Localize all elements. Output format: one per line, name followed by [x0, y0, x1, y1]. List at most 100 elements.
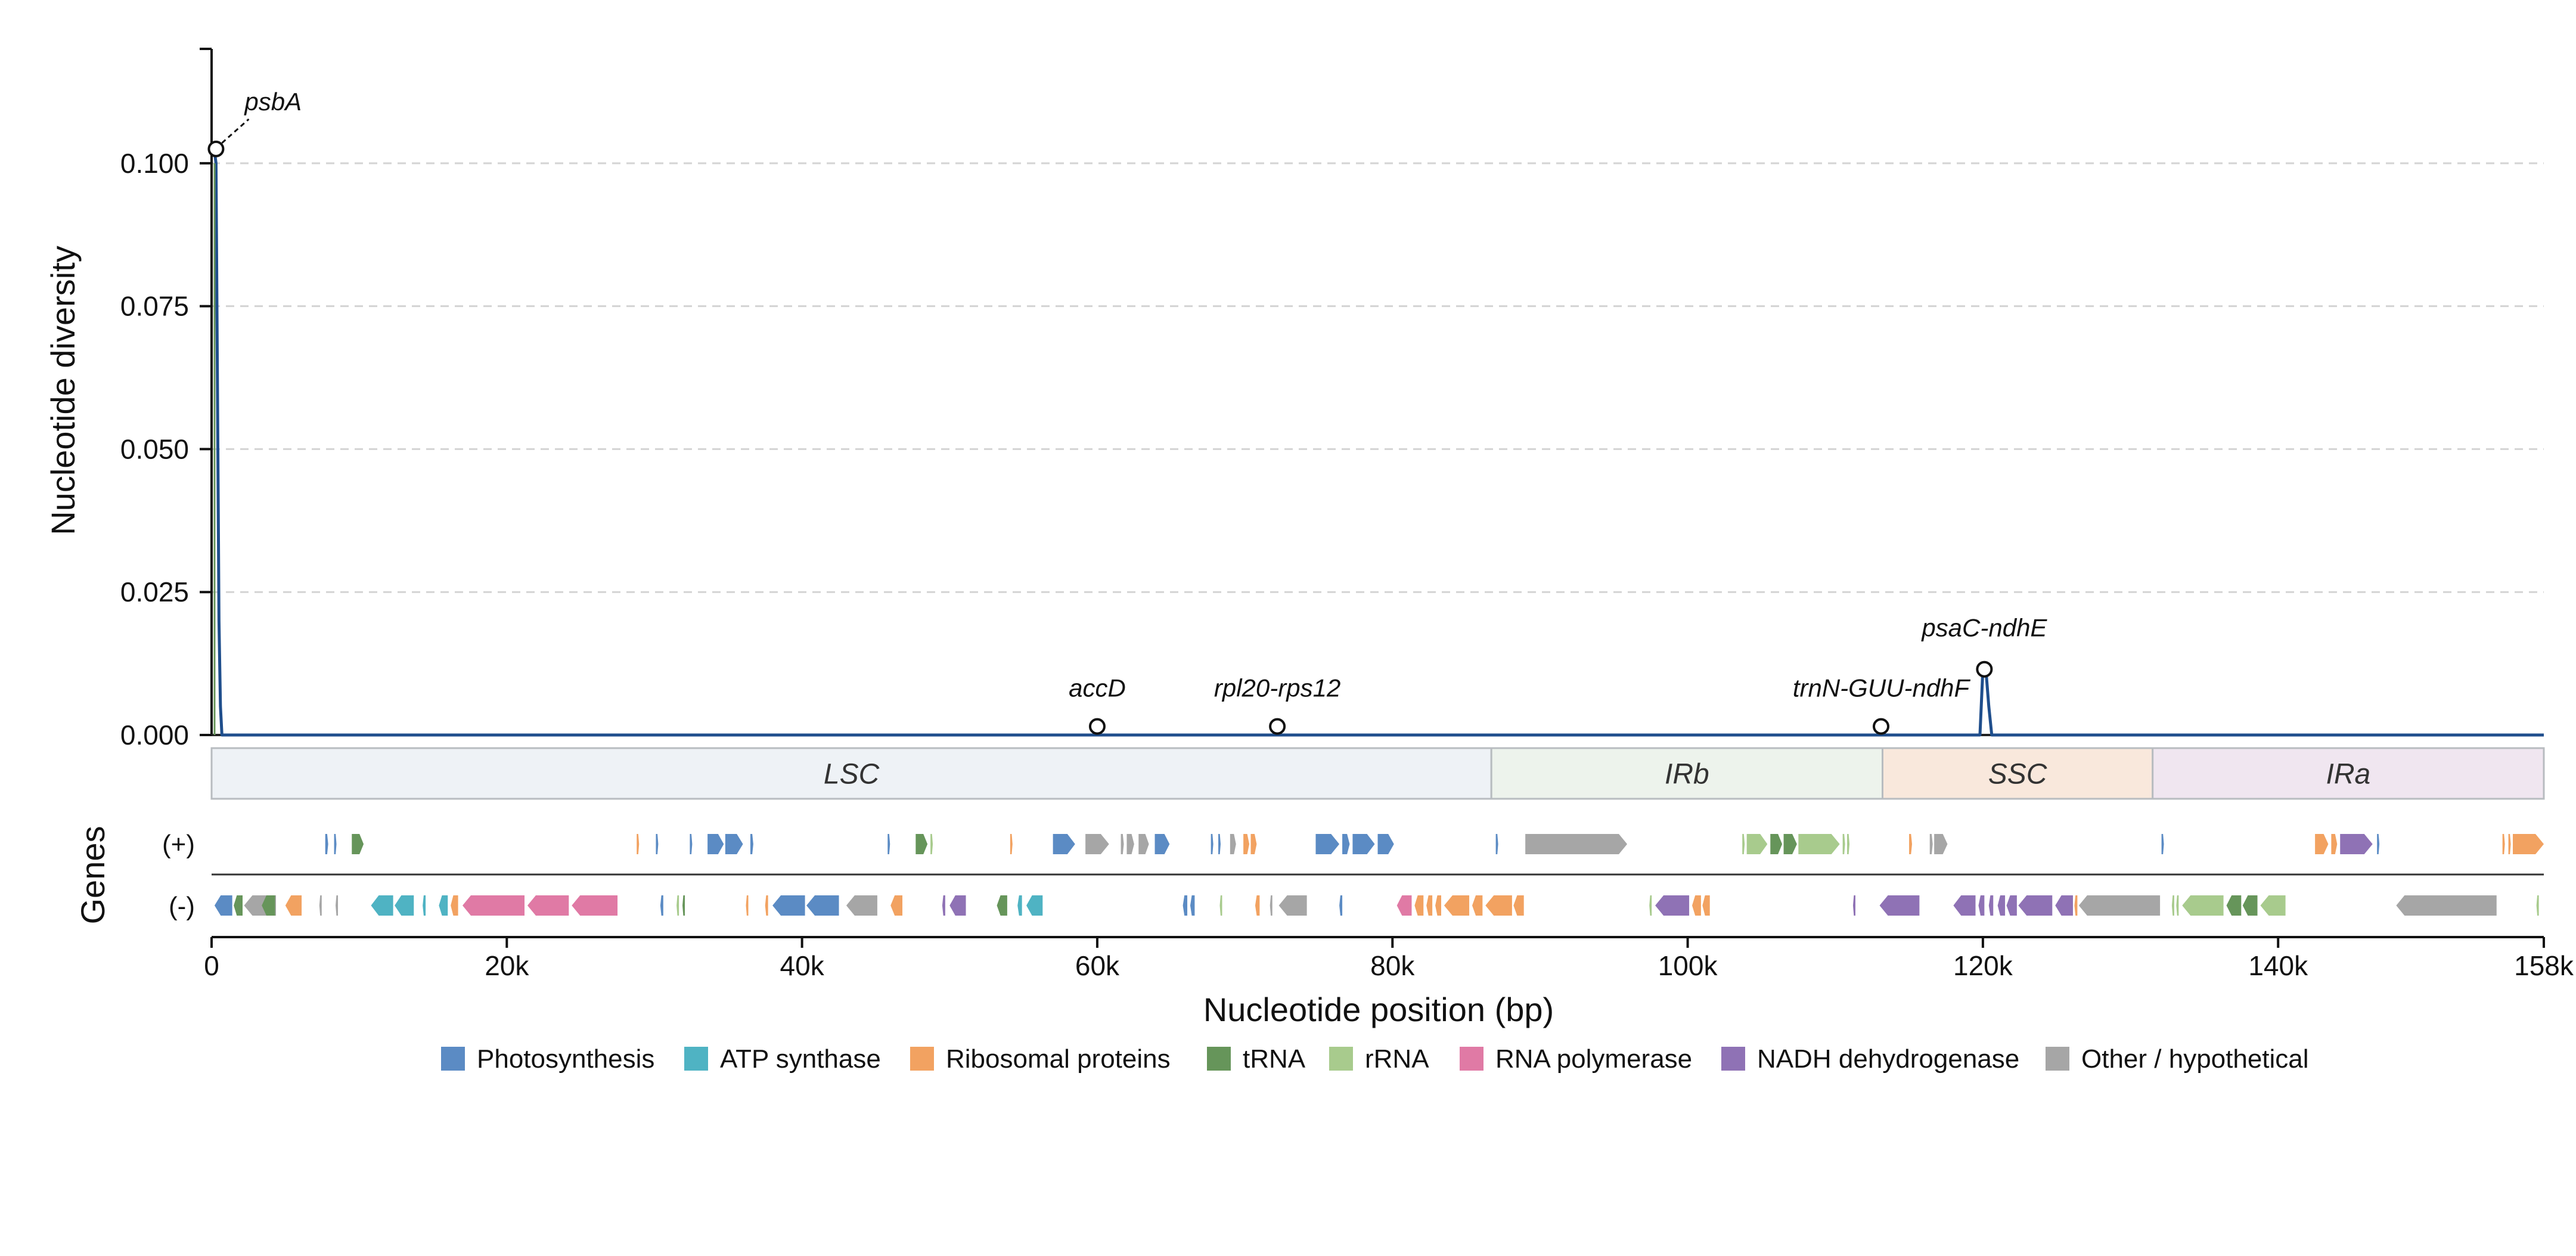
gene-arrow [1126, 834, 1134, 854]
gene-arrow [325, 834, 328, 854]
gene-arrow [1121, 834, 1124, 854]
gene-arrow [1472, 895, 1483, 916]
gene-arrow [1953, 895, 1976, 916]
gene-arrow [214, 895, 232, 916]
region-label: IRb [1665, 759, 1709, 790]
legend-swatch [1721, 1047, 1745, 1071]
gene-arrow [707, 834, 724, 854]
gene-arrow [2396, 895, 2497, 916]
gene-arrow [2377, 834, 2380, 854]
x-tick-label: 40k [780, 950, 825, 981]
legend-label: Other / hypothetical [2081, 1044, 2309, 1074]
gene-arrow [527, 895, 569, 916]
peak-label: rpl20-rps12 [1214, 674, 1340, 702]
gene-arrow [1414, 895, 1424, 916]
gene-arrow [1495, 834, 1498, 854]
gene-arrow [451, 895, 458, 916]
gene-arrow [1138, 834, 1149, 854]
legend-label: tRNA [1243, 1044, 1306, 1074]
gene-arrow [1211, 834, 1213, 854]
diversity-line-layer [213, 151, 2544, 737]
legend-swatch [1329, 1047, 1353, 1071]
gene-arrow [2512, 834, 2544, 854]
legend-label: rRNA [1365, 1044, 1429, 1074]
gene-arrow [439, 895, 448, 916]
y-axis-title: Nucleotide diversity [44, 246, 82, 535]
legend-label: Ribosomal proteins [946, 1044, 1171, 1074]
gene-arrow [1255, 895, 1260, 916]
gene-arrow [746, 895, 749, 916]
gene-arrow [463, 895, 525, 916]
gene-arrow [2161, 834, 2164, 854]
gene-arrow [2006, 895, 2017, 916]
gene-arrow [285, 895, 302, 916]
gene-arrow [1444, 895, 1470, 916]
gene-arrow [319, 895, 322, 916]
peak-marker [1976, 660, 1993, 678]
legend-swatch [1207, 1047, 1231, 1071]
gene-arrow [1278, 895, 1307, 916]
gene-arrow [2018, 895, 2053, 916]
gene-arrow [765, 895, 768, 916]
x-tick-label: 80k [1370, 950, 1415, 981]
gene-arrow [1798, 834, 1840, 854]
gene-arrow [234, 895, 243, 916]
gene-arrow [2074, 895, 2078, 916]
region-label: IRa [2326, 759, 2371, 790]
gene-arrow [656, 834, 659, 854]
region-label: SSC [1988, 759, 2047, 790]
region-block [210, 747, 1492, 800]
gene-arrow [336, 895, 339, 916]
gene-arrow [1352, 834, 1375, 854]
peak-annotations: psbA accD rpl20-rps12 trnN-GUU-ndhF psaC-ndh… [207, 88, 2047, 735]
x-axis: 0 20k 40k 60k 80k 100k 120k 140k 158k [204, 936, 2574, 981]
x-tick-label: 20k [485, 950, 529, 981]
genome-regions: LSC IRb SSC IRa [210, 747, 2545, 800]
gene-arrow [676, 895, 679, 916]
y-tick-label: 0.075 [120, 291, 189, 322]
gene-arrow [572, 895, 618, 916]
gene-arrow [1513, 895, 1524, 916]
plus-strand-label: (+) [162, 830, 195, 859]
gene-arrow [1377, 834, 1394, 854]
gene-arrow [1154, 834, 1170, 854]
y-tick-label: 0.100 [120, 148, 189, 179]
gene-arrow [1742, 834, 1745, 854]
gene-arrow [750, 834, 753, 854]
gene-arrow [1053, 834, 1075, 854]
gene-arrow [1879, 895, 1920, 916]
gene-arrow [846, 895, 877, 916]
gene-arrow [2260, 895, 2286, 916]
gene-arrow [1250, 834, 1257, 854]
legend-swatch [2046, 1047, 2069, 1071]
gene-arrow [1649, 895, 1652, 916]
region-block [2152, 747, 2545, 800]
peak-marker [1269, 718, 1286, 735]
legend-label: Photosynthesis [477, 1044, 654, 1074]
peak-marker [207, 140, 225, 157]
legend-swatch [684, 1047, 708, 1071]
gene-arrow [1783, 834, 1797, 854]
gene-arrow [1342, 834, 1350, 854]
gene-arrow [2055, 895, 2073, 916]
gene-arrow [806, 895, 839, 916]
gene-arrow [690, 834, 693, 854]
gene-arrow [887, 834, 890, 854]
gene-arrow [1190, 895, 1195, 916]
peak-label: trnN-GUU-ndhF [1793, 674, 1971, 702]
gene-arrow [2226, 895, 2242, 916]
gene-arrow [423, 895, 426, 916]
gene-arrow [1339, 895, 1343, 916]
gene-arrow [1485, 895, 1512, 916]
gene-arrow [1085, 834, 1109, 854]
gene-arrow [942, 895, 945, 916]
gene-arrow [2242, 895, 2258, 916]
peak-marker [1088, 718, 1106, 735]
x-tick-label: 0 [204, 950, 219, 981]
gene-arrow [1270, 895, 1273, 916]
gene-arrow [1230, 834, 1236, 854]
minus-strand-label: (-) [169, 892, 195, 921]
y-tick-label: 0.000 [120, 720, 189, 751]
gene-arrow [915, 834, 928, 854]
